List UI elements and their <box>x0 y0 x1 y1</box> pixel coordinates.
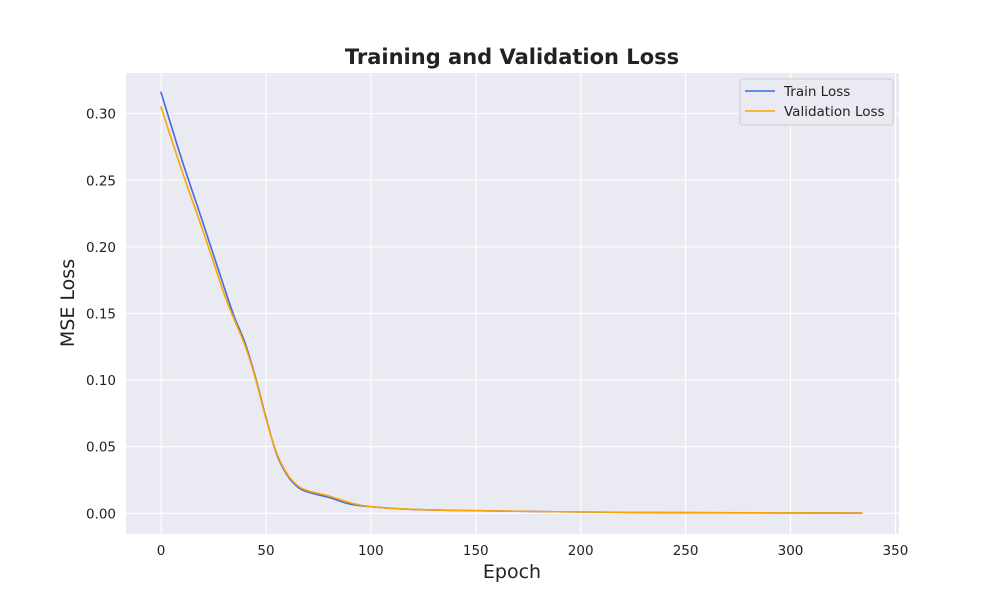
x-tick-label: 200 <box>568 543 594 559</box>
y-grid <box>126 113 899 514</box>
y-tick-label: 0.05 <box>86 440 116 456</box>
x-tick-labels: 0 50 100 150 200 250 300 350 <box>157 543 909 559</box>
legend-box <box>739 78 894 126</box>
series-lines <box>160 91 863 514</box>
x-tick-label: 300 <box>778 543 804 559</box>
series-line-validation-loss <box>160 106 863 514</box>
x-grid <box>160 73 896 534</box>
legend: Train Loss Validation Loss <box>739 78 894 126</box>
x-tick-label: 50 <box>257 543 274 559</box>
x-axis-label: Epoch <box>483 561 541 583</box>
x-tick-label: 100 <box>358 543 384 559</box>
x-tick-label: 150 <box>463 543 489 559</box>
y-tick-labels: 0.00 0.05 0.10 0.15 0.20 0.25 0.30 <box>86 107 116 523</box>
y-tick-label: 0.30 <box>86 107 116 123</box>
y-tick-label: 0.20 <box>86 240 116 256</box>
y-tick-label: 0.10 <box>86 373 116 389</box>
x-tick-label: 0 <box>157 543 166 559</box>
chart-title: Training and Validation Loss <box>345 45 679 69</box>
y-axis-label: MSE Loss <box>57 259 79 347</box>
plot-area <box>126 73 899 534</box>
x-tick-label: 350 <box>883 543 909 559</box>
y-tick-label: 0.25 <box>86 173 116 189</box>
legend-label-validation-loss: Validation Loss <box>784 104 885 120</box>
y-tick-label: 0.00 <box>86 506 116 522</box>
y-tick-label: 0.15 <box>86 306 116 322</box>
legend-label-train-loss: Train Loss <box>783 84 850 100</box>
x-tick-label: 250 <box>673 543 699 559</box>
